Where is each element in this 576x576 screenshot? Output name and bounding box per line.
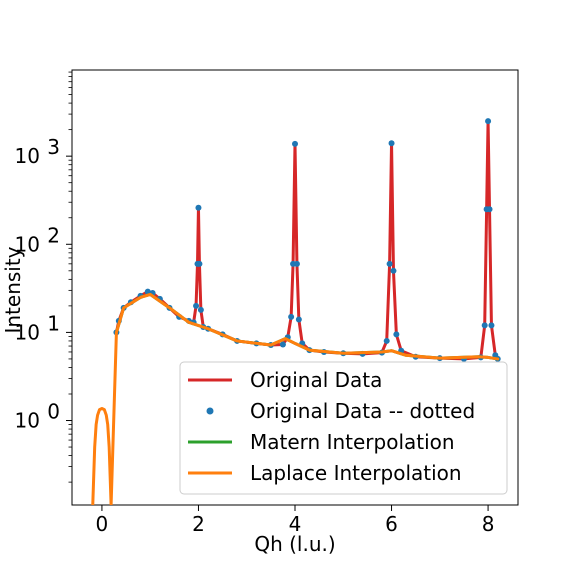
data-point (196, 260, 203, 267)
legend-label-original-data-dotted: Original Data -- dotted (250, 399, 475, 423)
y-tick-exponent: 3 (47, 135, 60, 159)
data-point (279, 341, 286, 348)
y-tick-label: 10 (15, 144, 40, 168)
y-tick-exponent: 1 (47, 311, 60, 335)
data-point (390, 267, 397, 274)
data-point (488, 322, 495, 329)
x-tick-label: 4 (289, 512, 302, 536)
y-tick-label: 10 (15, 232, 40, 256)
x-tick-label: 8 (482, 512, 495, 536)
data-point (288, 313, 295, 320)
x-tick-label: 0 (96, 512, 109, 536)
data-point (481, 322, 488, 329)
data-point (485, 118, 492, 125)
x-tick-label: 2 (192, 512, 205, 536)
series-laplace-interpolation (91, 292, 500, 505)
legend: Original Data Original Data -- dotted Mate… (179, 361, 508, 495)
legend-label-matern-interpolation: Matern Interpolation (250, 430, 455, 454)
data-point (197, 306, 204, 313)
data-point (388, 140, 395, 147)
data-point (486, 206, 493, 213)
x-tick-label: 6 (385, 512, 398, 536)
x-axis-label: Qh (l.u.) (254, 532, 335, 556)
ticks-layer: 0 2 4 6 8 10 0 10 1 10 2 10 3 (15, 71, 495, 536)
y-tick-label: 10 (15, 409, 40, 433)
legend-marker-original-data-dotted (206, 407, 214, 415)
data-point (193, 302, 200, 309)
legend-label-laplace-interpolation: Laplace Interpolation (250, 461, 462, 485)
data-point (293, 260, 300, 267)
data-point (195, 204, 202, 211)
data-point (386, 260, 393, 267)
series-layer (91, 118, 501, 505)
y-tick-exponent: 2 (47, 223, 60, 247)
data-point (383, 337, 390, 344)
y-axis-label: Intensity (1, 246, 25, 333)
data-point (393, 331, 400, 338)
y-tick-exponent: 0 (47, 400, 60, 424)
legend-box (179, 361, 508, 495)
legend-label-original-data: Original Data (250, 368, 382, 392)
data-point (292, 140, 298, 147)
y-tick-label: 10 (15, 320, 40, 344)
data-point (295, 316, 302, 323)
